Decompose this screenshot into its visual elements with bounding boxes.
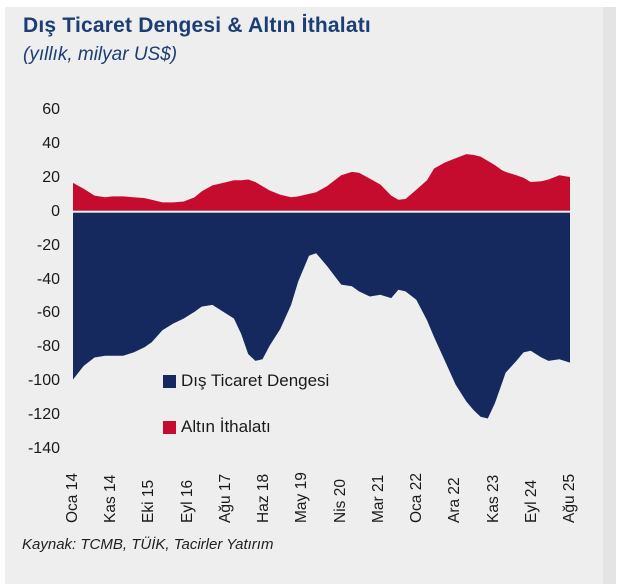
x-axis-tick-label: Haz 18 [255,473,273,523]
x-axis-tick-label: Mar 21 [369,474,387,523]
trade-balance-area [73,211,570,419]
y-axis-tick-label: 60 [42,101,60,118]
chart-title: Dış Ticaret Dengesi & Altın İthalatı [23,14,371,37]
x-axis-tick-label: Kas 23 [484,474,502,523]
gold-imports-swatch-icon [163,420,176,434]
x-axis-tick-label: May 19 [293,472,311,523]
y-axis-tick-label: -80 [36,338,60,356]
x-axis-tick-label: Ağu 25 [561,473,578,523]
source-note: Kaynak: TCMB, TÜİK, Tacirler Yatırım [22,536,274,553]
zero-axis-line [73,210,570,213]
x-axis-tick-label: Oca 14 [64,473,81,523]
x-axis-tick-label: Kas 14 [102,474,120,523]
trade-balance-swatch-icon [163,374,176,388]
y-axis-tick-label: 40 [42,134,60,152]
x-axis-tick-label: Ağu 17 [216,473,234,523]
x-axis-tick-label: Eki 15 [140,479,158,523]
y-axis-tick-label: -100 [27,372,60,390]
y-axis-tick-label: -40 [36,270,60,288]
x-axis-tick-label: Ara 22 [446,477,464,523]
chart-subtitle: (yıllık, milyar US$) [23,44,178,65]
area-chart-plot [73,154,570,419]
x-axis-tick-label: Eyl 24 [522,479,540,523]
y-axis-tick-label: -140 [27,440,60,457]
legend-label: Dış Ticaret Dengesi [181,371,330,390]
gold-imports-area [73,154,570,212]
y-axis-tick-label: 0 [51,202,60,220]
x-axis-tick-label: Eyl 16 [178,479,196,523]
y-axis-tick-label: 20 [42,168,60,186]
chart-legend: Dış Ticaret Dengesi Altın İthalatı [163,371,329,463]
y-axis-tick-label: -20 [36,236,60,254]
x-axis-tick-label: Oca 22 [408,473,426,523]
y-axis-tick-label: -60 [36,304,60,322]
x-axis-tick-label: Nis 20 [331,479,349,523]
legend-item-gold-imports: Altın İthalatı [163,417,329,437]
legend-item-trade-balance: Dış Ticaret Dengesi [163,371,329,391]
page-edge-strip [603,7,616,584]
legend-label: Altın İthalatı [181,417,271,436]
y-axis-tick-label: -120 [27,406,60,424]
